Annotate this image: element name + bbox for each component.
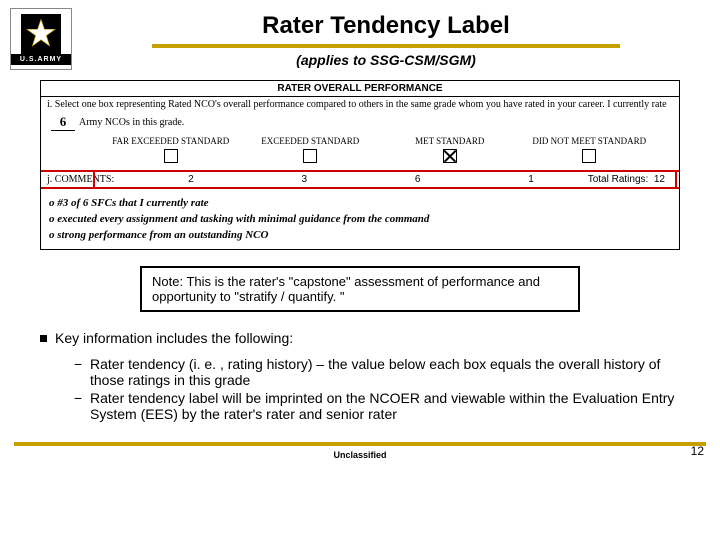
page-title: Rater Tendency Label: [72, 12, 700, 40]
checkbox-1[interactable]: [303, 149, 317, 163]
row-i-pre: i. Select one box representing Rated NCO…: [47, 99, 667, 110]
std-3: DID NOT MEET STANDARD: [520, 137, 660, 147]
key-heading: Key information includes the following:: [40, 330, 680, 346]
note-box: Note: This is the rater's "capstone" ass…: [140, 266, 580, 312]
val-3: 1: [474, 174, 587, 185]
key-item-0: −Rater tendency (i. e. , rating history)…: [74, 356, 680, 388]
title-rule: [152, 44, 620, 48]
form-box: RATER OVERALL PERFORMANCE i. Select one …: [40, 80, 680, 250]
bullets: o #3 of 6 SFCs that I currently rate o e…: [41, 189, 679, 249]
footer-rule: [14, 442, 706, 446]
val-0: 2: [134, 174, 247, 185]
checkbox-3[interactable]: [582, 149, 596, 163]
footer: Unclassified 12: [0, 450, 720, 460]
bullet-0: o #3 of 6 SFCs that I currently rate: [49, 197, 671, 209]
std-1: EXCEEDED STANDARD: [241, 137, 381, 147]
star-icon: [21, 14, 61, 54]
bullet-icon: [40, 335, 47, 342]
army-logo: U.S.ARMY: [10, 8, 72, 70]
form-header: RATER OVERALL PERFORMANCE: [41, 81, 679, 97]
nco-count: 6: [51, 114, 75, 131]
key-items: −Rater tendency (i. e. , rating history)…: [74, 356, 680, 422]
bullet-1: o executed every assignment and tasking …: [49, 213, 671, 225]
title-block: Rater Tendency Label (applies to SSG-CSM…: [72, 8, 700, 68]
subtitle: (applies to SSG-CSM/SGM): [72, 52, 700, 68]
checkbox-0[interactable]: [164, 149, 178, 163]
std-0: FAR EXCEEDED STANDARD: [101, 137, 241, 147]
key-item-1: −Rater tendency label will be imprinted …: [74, 390, 680, 422]
checkbox-2[interactable]: [443, 149, 457, 163]
bullet-2: o strong performance from an outstanding…: [49, 229, 671, 241]
row-i: i. Select one box representing Rated NCO…: [41, 97, 679, 112]
val-2: 6: [361, 174, 474, 185]
row-j: j. COMMENTS: 2 3 6 1 Total Ratings: 12: [41, 170, 679, 189]
row-i-2: 6 Army NCOs in this grade.: [41, 112, 679, 133]
std-2: MET STANDARD: [380, 137, 520, 147]
row-i-post: Army NCOs in this grade.: [79, 117, 184, 128]
header: U.S.ARMY Rater Tendency Label (applies t…: [0, 0, 720, 70]
row-j-label: j. COMMENTS:: [47, 174, 114, 185]
row-j-values: 2 3 6 1: [114, 174, 587, 185]
total: Total Ratings: 12: [588, 174, 673, 185]
classification: Unclassified: [0, 450, 720, 460]
standards-row: FAR EXCEEDED STANDARD EXCEEDED STANDARD …: [41, 133, 679, 149]
key-section: Key information includes the following: …: [40, 330, 680, 422]
logo-text: U.S.ARMY: [11, 54, 71, 65]
checkbox-row: [41, 149, 679, 170]
page-number: 12: [691, 444, 704, 458]
val-1: 3: [248, 174, 361, 185]
